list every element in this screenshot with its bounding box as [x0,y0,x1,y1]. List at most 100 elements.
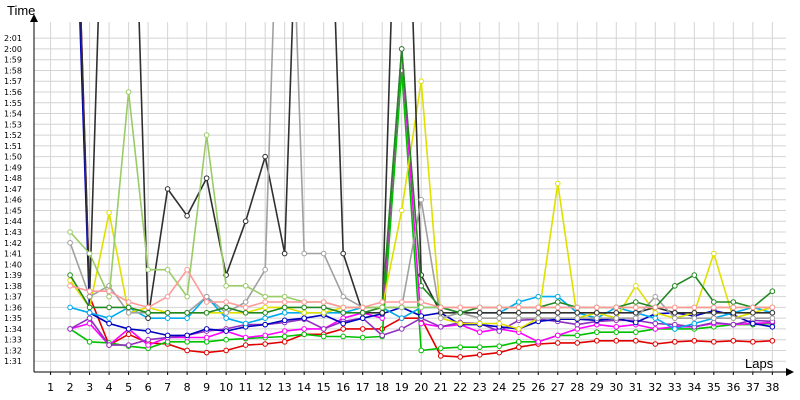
data-point [242,309,249,316]
data-point [145,328,151,334]
data-point [301,326,307,332]
data-point [730,315,737,321]
y-tick-label: 1:31 [4,357,22,366]
data-point [691,315,698,321]
data-point [418,299,425,305]
data-point [67,229,73,235]
data-point [730,321,737,328]
data-point [262,266,268,273]
data-point [262,341,268,347]
data-point [340,320,346,327]
data-point [86,315,93,321]
y-tick-label: 1:59 [4,56,22,65]
data-point [593,304,600,311]
x-tick-label: 34 [687,381,701,394]
data-point [106,342,112,348]
x-tick-label: 5 [125,381,132,394]
x-tick-label: 32 [648,381,662,394]
x-tick-label: 6 [145,381,152,394]
data-point [125,342,132,348]
data-point [672,339,678,345]
data-point [554,332,561,339]
data-point [145,315,151,321]
data-point [398,304,405,311]
data-point [379,332,386,339]
y-tick-label: 1:42 [4,239,22,248]
data-point [125,326,132,332]
data-point [652,320,659,327]
y-tick-label: 1:41 [4,250,22,259]
axes: Time Laps [7,3,794,376]
data-point [301,331,307,338]
data-point [613,323,620,330]
y-tick-label: 1:54 [4,110,22,119]
data-point [769,337,776,344]
y-tick-label: 1:52 [4,131,22,140]
data-point [418,320,425,327]
data-point [242,304,249,311]
x-tick-label: 3 [86,381,93,394]
data-point [652,293,659,300]
data-point [554,309,561,316]
x-tick-label: 22 [453,381,467,394]
data-point [106,209,112,216]
data-point [476,304,483,311]
data-point [457,354,464,360]
x-tick-label: 33 [668,381,682,394]
data-point [769,309,776,316]
data-point [301,250,307,257]
data-point [281,299,288,305]
y-tick-label: 1:40 [4,260,22,269]
data-point [750,320,756,327]
data-point [359,304,366,311]
data-point [398,299,405,305]
data-point [437,304,444,311]
data-point [769,288,776,295]
data-point [106,288,112,295]
data-point [86,288,93,295]
data-point [457,309,464,316]
x-tick-label: 24 [492,381,506,394]
y-tick-label: 1:46 [4,196,22,205]
y-tick-label: 1:49 [4,163,22,172]
x-tick-label: 2 [67,381,74,394]
data-point [418,283,425,289]
data-point [106,304,112,311]
y-tick-label: 1:47 [4,185,22,194]
x-tick-label: 17 [356,381,370,394]
data-point [632,315,639,321]
x-tick-label: 12 [258,381,272,394]
data-point [86,250,93,257]
x-tick-label: 21 [434,381,448,394]
data-point [67,304,73,311]
data-point [86,304,93,311]
data-point [203,334,210,341]
data-point [632,299,639,305]
data-point [574,340,581,346]
x-tick-label: 38 [765,381,779,394]
data-point [281,304,288,311]
data-point [67,272,73,278]
y-tick-label: 1:43 [4,228,22,237]
data-point [281,317,288,324]
data-point [437,345,444,352]
data-point [145,336,151,343]
x-tick-label: 27 [551,381,565,394]
y-tick-label: 1:33 [4,336,22,345]
series-8 [80,22,776,321]
y-tick-label: 1:35 [4,314,22,323]
data-point [613,315,620,321]
data-point [184,332,190,339]
data-point [184,309,190,316]
data-point [476,320,483,327]
data-point [437,323,444,330]
data-point [340,250,346,257]
data-point [242,218,249,225]
data-point [203,349,210,356]
data-point [554,299,561,305]
data-point [418,304,425,311]
data-point [164,293,171,300]
data-point [750,304,756,311]
data-point [437,353,444,359]
data-point [535,293,542,300]
